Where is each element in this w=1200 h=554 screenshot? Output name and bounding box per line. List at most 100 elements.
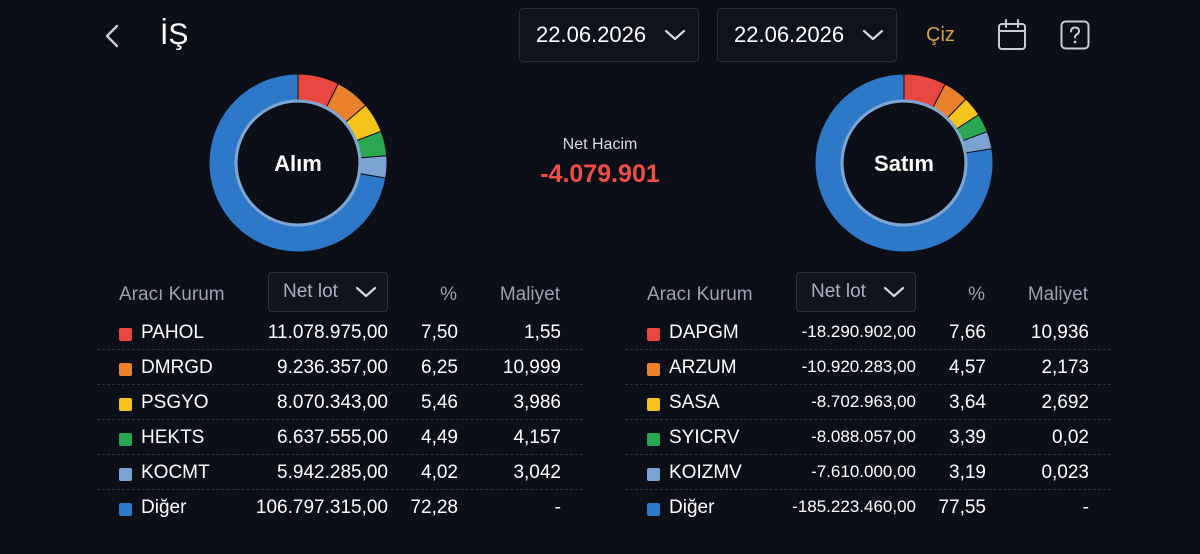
net-lot-value: 106.797.315,00 bbox=[255, 497, 388, 518]
cost-column-header: Maliyet bbox=[499, 284, 560, 305]
chevron-down-icon bbox=[664, 29, 686, 41]
broker-name: HEKTS bbox=[141, 427, 205, 448]
cost-value: 10,999 bbox=[502, 357, 561, 378]
donut-inner-ring bbox=[234, 99, 362, 227]
net-lot-value: 8.070.343,00 bbox=[277, 392, 388, 413]
cost-value: 4,157 bbox=[513, 427, 561, 448]
end-date-select[interactable]: 22.06.2026 bbox=[717, 8, 897, 62]
cost-column-header: Maliyet bbox=[1027, 284, 1088, 305]
table-row[interactable]: Diğer 106.797.315,00 72,28 - bbox=[97, 490, 583, 525]
table-row[interactable]: Diğer -185.223.460,00 77,55 - bbox=[625, 490, 1111, 525]
sell-donut-label: Satım bbox=[874, 151, 934, 176]
cost-value: 3,042 bbox=[513, 462, 561, 483]
net-lot-value: 9.236.357,00 bbox=[277, 357, 388, 378]
table-row[interactable]: DMRGD 9.236.357,00 6,25 10,999 bbox=[97, 350, 583, 385]
legend-swatch bbox=[647, 433, 660, 446]
back-chevron-icon[interactable] bbox=[98, 20, 128, 52]
help-icon[interactable] bbox=[1060, 20, 1090, 50]
net-lot-value: 11.078.975,00 bbox=[267, 322, 388, 343]
table-row[interactable]: ARZUM -10.920.283,00 4,57 2,173 bbox=[625, 350, 1111, 385]
legend-swatch bbox=[119, 433, 132, 446]
table-row[interactable]: KOCMT 5.942.285,00 4,02 3,042 bbox=[97, 455, 583, 490]
broker-name: KOIZMV bbox=[669, 462, 742, 483]
percent-value: 77,55 bbox=[938, 497, 986, 518]
percent-value: 72,28 bbox=[410, 497, 458, 518]
percent-value: 6,25 bbox=[421, 357, 458, 378]
cost-value: - bbox=[554, 497, 561, 518]
broker-column-header: Aracı Kurum bbox=[119, 284, 225, 305]
legend-swatch bbox=[647, 468, 660, 481]
net-lot-value: 5.942.285,00 bbox=[277, 462, 388, 483]
metric-select-value: Net lot bbox=[283, 281, 338, 302]
buy-donut-chart: Alım bbox=[208, 73, 388, 253]
percent-value: 7,66 bbox=[949, 322, 986, 343]
draw-button[interactable]: Çiz bbox=[926, 24, 955, 46]
page-title: İŞ bbox=[160, 18, 189, 51]
cost-value: 0,023 bbox=[1041, 462, 1089, 483]
cost-value: - bbox=[1082, 497, 1089, 518]
broker-name: KOCMT bbox=[141, 462, 210, 483]
legend-swatch bbox=[119, 468, 132, 481]
table-row[interactable]: SASA -8.702.963,00 3,64 2,692 bbox=[625, 385, 1111, 420]
start-date-value: 22.06.2026 bbox=[536, 22, 647, 47]
cost-value: 10,936 bbox=[1030, 322, 1089, 343]
chevron-down-icon bbox=[355, 286, 377, 298]
net-lot-value: 6.637.555,00 bbox=[277, 427, 388, 448]
broker-name: Diğer bbox=[669, 497, 715, 518]
table-row[interactable]: PSGYO 8.070.343,00 5,46 3,986 bbox=[97, 385, 583, 420]
net-lot-value: -18.290.902,00 bbox=[801, 322, 916, 341]
metric-select-value: Net lot bbox=[811, 281, 866, 302]
table-row[interactable]: DAPGM -18.290.902,00 7,66 10,936 bbox=[625, 315, 1111, 350]
legend-swatch bbox=[119, 398, 132, 411]
legend-swatch bbox=[647, 503, 660, 516]
percent-value: 3,19 bbox=[949, 462, 986, 483]
legend-swatch bbox=[119, 328, 132, 341]
donut-hole bbox=[240, 105, 356, 221]
percent-column-header: % bbox=[968, 284, 985, 305]
net-volume-value: -4.079.901 bbox=[540, 160, 660, 188]
net-lot-value: -7.610.000,00 bbox=[811, 462, 916, 481]
percent-value: 3,39 bbox=[949, 427, 986, 448]
percent-value: 4,57 bbox=[949, 357, 986, 378]
metric-select[interactable]: Net lot bbox=[796, 272, 916, 312]
legend-swatch bbox=[119, 503, 132, 516]
broker-name: DAPGM bbox=[669, 322, 739, 343]
broker-name: Diğer bbox=[141, 497, 187, 518]
chevron-down-icon bbox=[862, 29, 884, 41]
legend-swatch bbox=[119, 363, 132, 376]
cost-value: 1,55 bbox=[524, 322, 561, 343]
percent-value: 5,46 bbox=[421, 392, 458, 413]
net-volume-label: Net Hacim bbox=[562, 136, 638, 153]
donut-inner-ring bbox=[840, 99, 968, 227]
cost-value: 2,173 bbox=[1041, 357, 1089, 378]
table-row[interactable]: HEKTS 6.637.555,00 4,49 4,157 bbox=[97, 420, 583, 455]
sell-donut-chart: Satım bbox=[814, 73, 994, 253]
percent-column-header: % bbox=[440, 284, 457, 305]
net-lot-value: -10.920.283,00 bbox=[801, 357, 916, 376]
legend-swatch bbox=[647, 363, 660, 376]
calendar-icon[interactable] bbox=[997, 19, 1027, 51]
cost-value: 3,986 bbox=[513, 392, 561, 413]
table-row[interactable]: SYICRV -8.088.057,00 3,39 0,02 bbox=[625, 420, 1111, 455]
donut-hole bbox=[846, 105, 962, 221]
net-lot-value: -8.088.057,00 bbox=[811, 427, 916, 446]
cost-value: 2,692 bbox=[1041, 392, 1089, 413]
metric-select[interactable]: Net lot bbox=[268, 272, 388, 312]
cost-value: 0,02 bbox=[1052, 427, 1089, 448]
broker-name: ARZUM bbox=[669, 357, 737, 378]
percent-value: 7,50 bbox=[421, 322, 458, 343]
start-date-select[interactable]: 22.06.2026 bbox=[519, 8, 699, 62]
table-row[interactable]: KOIZMV -7.610.000,00 3,19 0,023 bbox=[625, 455, 1111, 490]
percent-value: 3,64 bbox=[949, 392, 986, 413]
broker-column-header: Aracı Kurum bbox=[647, 284, 753, 305]
broker-name: SASA bbox=[669, 392, 720, 413]
legend-swatch bbox=[647, 328, 660, 341]
percent-value: 4,49 bbox=[421, 427, 458, 448]
percent-value: 4,02 bbox=[421, 462, 458, 483]
broker-name: PSGYO bbox=[141, 392, 209, 413]
broker-name: PAHOL bbox=[141, 322, 205, 343]
net-lot-value: -185.223.460,00 bbox=[792, 497, 916, 516]
buy-donut-label: Alım bbox=[274, 151, 322, 176]
table-row[interactable]: PAHOL 11.078.975,00 7,50 1,55 bbox=[97, 315, 583, 350]
chevron-down-icon bbox=[883, 286, 905, 298]
